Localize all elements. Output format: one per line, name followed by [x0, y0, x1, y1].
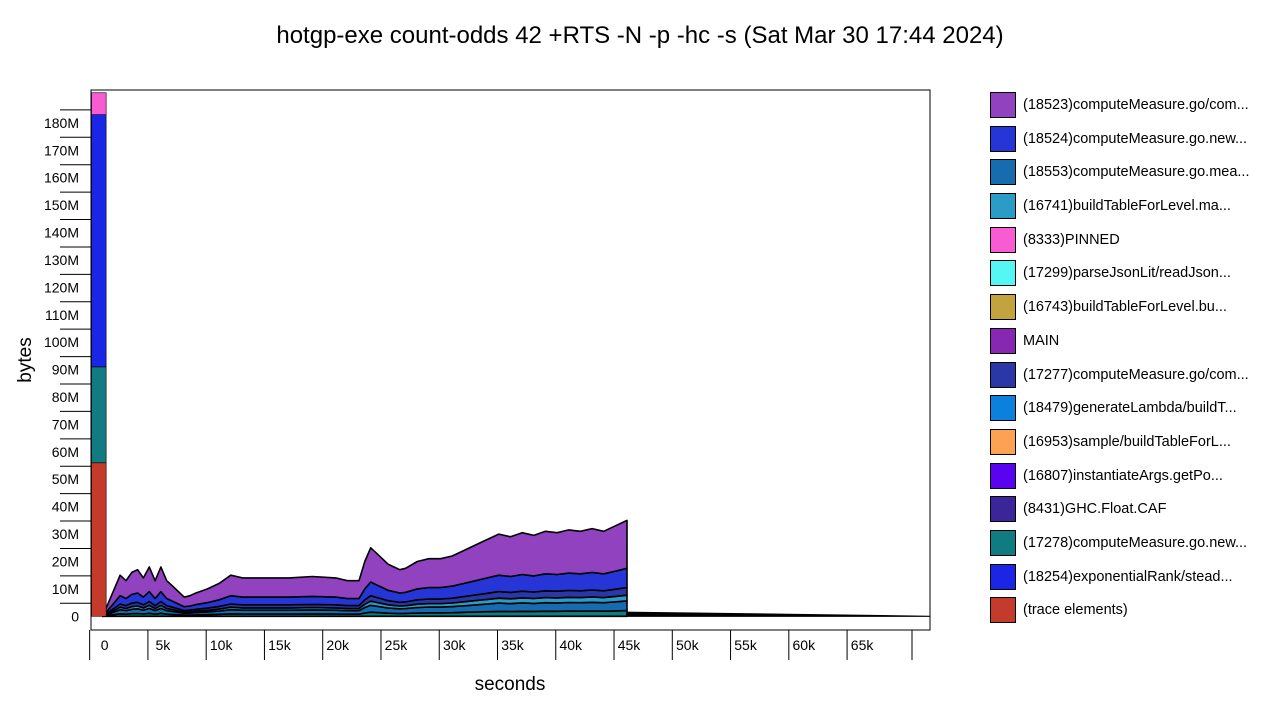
- legend-label: (16741)buildTableForLevel.ma...: [1023, 198, 1231, 215]
- legend-label: (18523)computeMeasure.go/com...: [1023, 97, 1249, 113]
- y-tick-label: 50M: [52, 471, 79, 487]
- x-tick-label: 35k: [501, 637, 525, 653]
- legend-item: MAIN: [990, 327, 1275, 362]
- legend-item: (17299)parseJsonLit/readJson...: [990, 260, 1275, 294]
- legend-swatch: [990, 260, 1016, 287]
- y-tick-label: 140M: [44, 225, 79, 241]
- spike-segment-trace-elements: [91, 462, 107, 617]
- legend-label: (8333)PINNED: [1023, 231, 1120, 248]
- legend-swatch: [990, 563, 1016, 590]
- legend-item: (8333)PINNED: [990, 226, 1275, 261]
- x-tick-label: 20k: [326, 637, 350, 653]
- x-tick-label: 45k: [618, 637, 642, 653]
- legend-swatch: [990, 529, 1016, 556]
- x-axis-label: seconds: [475, 674, 546, 695]
- legend-label: (17278)computeMeasure.go.new...: [1023, 534, 1248, 551]
- y-tick-label: 40M: [52, 499, 79, 515]
- legend-label: MAIN: [1023, 332, 1060, 349]
- y-tick-label: 160M: [44, 170, 79, 186]
- series-area-tail: [626, 611, 931, 617]
- legend-label: (16807)instantiateArgs.getPo...: [1023, 467, 1223, 484]
- x-axis: 0 5k 10k 15k 20k 25k 30k 35k 40k 45k 50k 55k 60k 65k: [89, 630, 913, 660]
- legend-label: (18553)computeMeasure.go.mea...: [1023, 164, 1250, 181]
- legend-item: (18254)exponentialRank/stead...: [990, 563, 1275, 598]
- legend-swatch: [990, 159, 1016, 186]
- legend-swatch: [990, 395, 1016, 422]
- legend-item: (17278)computeMeasure.go.new...: [990, 529, 1275, 564]
- legend-label: (8431)GHC.Float.CAF: [1023, 501, 1167, 518]
- y-tick-label: 100M: [44, 334, 79, 350]
- legend-label: (17299)parseJsonLit/readJson...: [1023, 265, 1231, 282]
- legend-label: (16743)buildTableForLevel.bu...: [1023, 299, 1227, 316]
- y-tick-label: 180M: [44, 115, 79, 131]
- y-axis-label: bytes: [15, 337, 36, 382]
- legend-item: (18553)computeMeasure.go.mea...: [990, 159, 1275, 193]
- x-tick-label: 50k: [676, 637, 700, 653]
- legend-label: (18479)generateLambda/buildT...: [1023, 400, 1237, 417]
- legend-item: (trace elements): [990, 597, 1275, 631]
- y-tick-label: 10M: [52, 581, 79, 597]
- x-tick-label: 5k: [156, 637, 172, 653]
- legend-item: (18523)computeMeasure.go/com...: [990, 92, 1275, 126]
- y-tick-label: 20M: [52, 553, 79, 569]
- legend-swatch: [990, 226, 1016, 253]
- y-tick-label: 70M: [52, 416, 79, 432]
- legend-swatch: [990, 125, 1016, 152]
- spike-segment-18254-exponentialrank-stead: [91, 114, 107, 368]
- series-layer: [91, 92, 931, 618]
- legend-label: (18524)computeMeasure.go.new...: [1023, 130, 1248, 147]
- y-tick-label: 130M: [44, 252, 79, 268]
- legend-item: (18524)computeMeasure.go.new...: [990, 125, 1275, 160]
- legend-item: (16743)buildTableForLevel.bu...: [990, 294, 1275, 328]
- y-tick-label: 150M: [44, 197, 79, 213]
- legend-swatch: [990, 361, 1016, 388]
- x-tick-label: 25k: [385, 637, 409, 653]
- y-tick-label: 0: [71, 608, 79, 624]
- x-tick-label: 15k: [268, 637, 292, 653]
- legend-label: (18254)exponentialRank/stead...: [1023, 568, 1233, 585]
- legend-label: (16953)sample/buildTableForL...: [1023, 433, 1231, 450]
- chart-title: hotgp-exe count-odds 42 +RTS -N -p -hc -…: [276, 22, 1004, 49]
- y-tick-label: 120M: [44, 279, 79, 295]
- legend-swatch: [990, 428, 1016, 455]
- legend-swatch: [990, 193, 1016, 220]
- legend-item: (16741)buildTableForLevel.ma...: [990, 193, 1275, 227]
- x-tick-label: 65k: [851, 637, 875, 653]
- legend: (18523)computeMeasure.go/com... (18524)co…: [990, 92, 1275, 631]
- x-tick-label: 0: [101, 637, 109, 653]
- y-tick-label: 60M: [52, 444, 79, 460]
- legend-swatch: [990, 294, 1016, 321]
- legend-label: (trace elements): [1023, 602, 1128, 619]
- x-tick-label: 10k: [210, 637, 234, 653]
- legend-label: (17277)computeMeasure.go/com...: [1023, 366, 1249, 383]
- legend-swatch: [990, 462, 1016, 489]
- legend-swatch: [990, 327, 1016, 354]
- spike-segment-17278-computemeasure-go-new: [91, 366, 107, 464]
- y-axis: 0 10M 20M 30M 40M 50M 60M 70M 80M 90M 100M 110M 120M…: [44, 109, 91, 624]
- y-tick-label: 80M: [52, 389, 79, 405]
- legend-item: (8431)GHC.Float.CAF: [990, 496, 1275, 530]
- x-tick-label: 30k: [443, 637, 467, 653]
- x-tick-label: 40k: [559, 637, 583, 653]
- legend-swatch: [990, 92, 1016, 118]
- legend-swatch: [990, 597, 1016, 624]
- legend-item: (16953)sample/buildTableForL...: [990, 428, 1275, 463]
- y-tick-label: 90M: [52, 362, 79, 378]
- legend-swatch: [990, 496, 1016, 523]
- y-tick-label: 110M: [45, 307, 79, 323]
- legend-item: (16807)instantiateArgs.getPo...: [990, 462, 1275, 497]
- legend-item: (17277)computeMeasure.go/com...: [990, 361, 1275, 396]
- plot-frame: [90, 89, 931, 631]
- x-tick-label: 55k: [734, 637, 758, 653]
- spike-segment-8333-pinned: [91, 92, 107, 115]
- series-area-18523-computemeasure-go-com: [101, 519, 628, 618]
- y-tick-label: 170M: [44, 142, 79, 158]
- y-tick-label: 30M: [52, 526, 79, 542]
- x-tick-label: 60k: [793, 637, 817, 653]
- legend-item: (18479)generateLambda/buildT...: [990, 395, 1275, 429]
